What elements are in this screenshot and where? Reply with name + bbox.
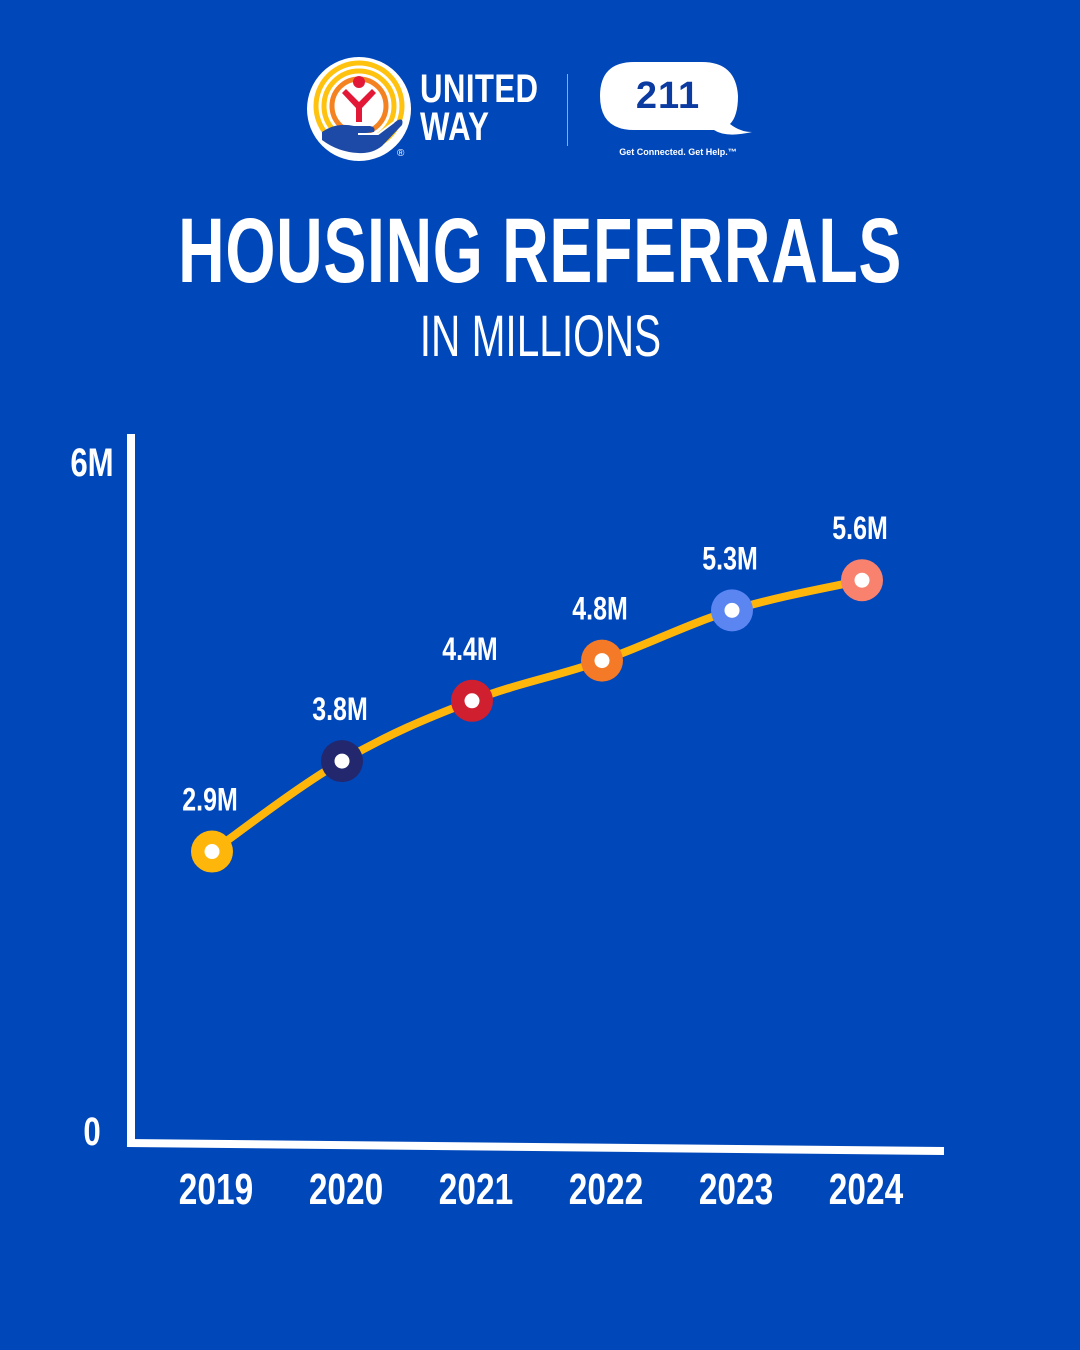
x-tick-label: 2024 [829,1166,904,1214]
logo-divider [567,74,568,146]
data-label: 2.9M [182,783,237,819]
data-label: 3.8M [312,692,367,728]
badge-211-label: 211 [635,75,701,117]
badge-211-tagline: Get Connected. Get Help.™ [619,147,737,157]
data-point-center [334,753,350,769]
data-label: 4.4M [442,632,497,668]
united-way-wordmark: UNITED WAY [420,67,572,149]
united-way-line2: WAY [420,105,490,149]
chart-title: HOUSING REFERRALS [0,196,1080,306]
x-tick-label: 2022 [569,1166,643,1214]
registered-mark: ® [397,148,405,159]
speech-bubble-icon [600,62,752,135]
data-point-center [464,693,480,709]
y-tick-label: 0 [83,1109,100,1154]
data-label: 4.8M [572,592,627,628]
data-label: 5.3M [702,541,757,577]
data-point-center [204,844,220,860]
y-tick-label: 6M [70,440,113,485]
chart-axes: 0 6M 2019 2020 2021 2022 2023 2024 [70,434,945,1214]
data-label: 5.6M [832,511,887,547]
data-point-center [724,602,740,618]
chart-labels: 2.9M 3.8M 4.4M 4.8M 5.3M 5.6M [182,511,887,818]
x-tick-label: 2019 [179,1166,253,1214]
x-tick-label: 2021 [439,1166,513,1214]
chart-subtitle-text: IN MILLIONS [419,304,661,369]
x-tick-label: 2020 [309,1166,383,1214]
series-line [208,576,866,856]
data-point-center [854,572,870,588]
chart-subtitle: IN MILLIONS [0,302,1080,372]
chart-series [191,559,883,873]
chart-title-text: HOUSING REFERRALS [178,200,902,302]
united-way-logo [307,57,411,161]
x-tick-label: 2023 [699,1166,773,1214]
x-axis-line [126,1139,945,1155]
united-way-line1: UNITED [420,67,539,111]
data-point-center [594,653,610,669]
